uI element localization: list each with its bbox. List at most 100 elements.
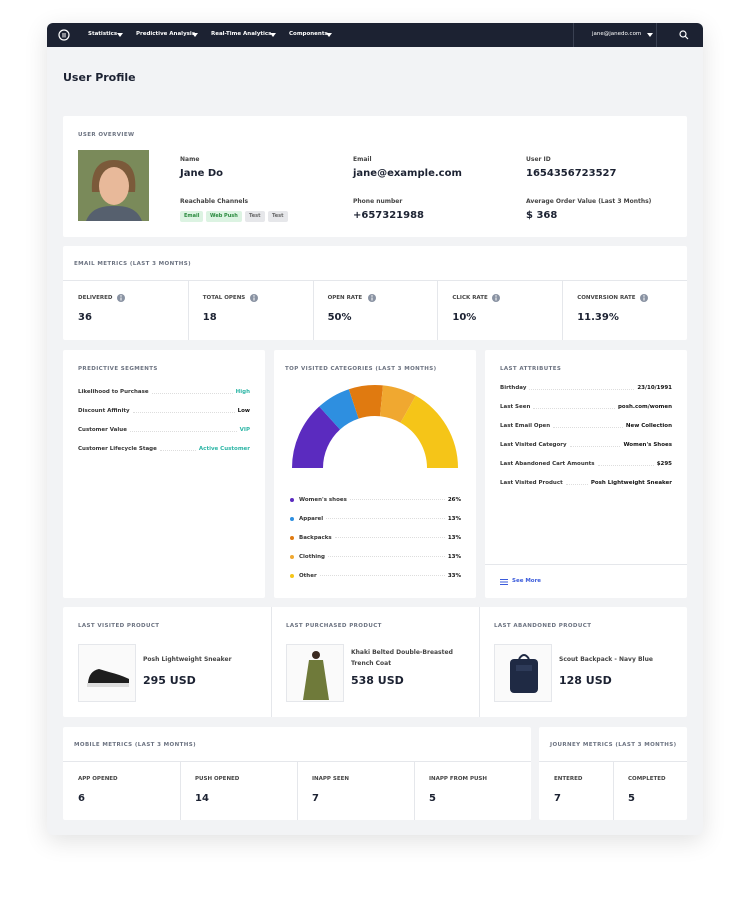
dotted-leader: [349, 499, 445, 500]
section-title: LAST ABANDONED PRODUCT: [494, 623, 592, 629]
metric-value: 18: [202, 312, 217, 323]
info-icon: [640, 294, 649, 302]
avatar: [78, 150, 149, 221]
nav-item[interactable]: Components: [289, 31, 328, 37]
info-icon: [492, 294, 501, 302]
metric-label: TOTAL OPENS: [202, 295, 246, 301]
donut-segment: [292, 406, 341, 468]
attribute-row: Discount Affinity Low: [78, 408, 250, 414]
backpack-body: [510, 659, 538, 693]
metric-label: INAPP FROM PUSH: [429, 776, 487, 782]
page-title: User Profile: [63, 71, 136, 84]
caret-shape: [192, 33, 198, 37]
avatar-body: [86, 205, 142, 221]
metric-value: 5: [429, 793, 436, 804]
donut-segment: [319, 389, 359, 430]
nav-item[interactable]: Statistics: [88, 31, 118, 37]
donut-segment: [400, 395, 458, 468]
attribute-label: Last Visited Category: [500, 442, 567, 448]
list-icon: [500, 579, 508, 585]
top-categories-card: TOP VISITED CATEGORIES (LAST 3 MONTHS) Wo…: [274, 350, 476, 598]
product-price: 295 USD: [143, 674, 196, 687]
sneaker-upper: [88, 669, 129, 683]
legend-label: Women's shoes: [299, 497, 347, 503]
nav-user[interactable]: jane@janedo.com: [592, 31, 642, 37]
section-title: TOP VISITED CATEGORIES (LAST 3 MONTHS): [285, 366, 437, 372]
field-label: Reachable Channels: [180, 198, 249, 205]
info-icon: [117, 294, 125, 302]
legend-dot: [290, 517, 294, 521]
legend-label: Backpacks: [299, 535, 332, 541]
divider: [271, 607, 272, 717]
product-price: 128 USD: [559, 674, 612, 687]
legend-value: 33%: [447, 573, 461, 579]
product-image: [494, 644, 552, 702]
info-dot: [495, 295, 498, 297]
attribute-row: Customer Value VIP: [78, 427, 250, 433]
dotted-leader: [129, 431, 237, 432]
field-label: Name: [180, 156, 200, 163]
metric-value: 7: [312, 793, 319, 804]
legend-label: Apparel: [299, 516, 324, 522]
divider: [562, 280, 564, 340]
legend-row: Other 33%: [290, 573, 461, 579]
attribute-value: Posh Lightweight Sneaker: [590, 480, 672, 486]
donut-segment: [348, 385, 383, 419]
metric-value: 36: [78, 312, 92, 323]
metric-value: 11.39%: [577, 312, 619, 323]
model-head: [312, 651, 320, 659]
info-dot: [120, 295, 122, 297]
product-name: Khaki Belted Double-Breasted Trench Coat: [351, 649, 453, 667]
attribute-label: Likelihood to Purchase: [78, 389, 149, 395]
dotted-leader: [159, 450, 196, 451]
divider: [479, 607, 480, 717]
nav-item[interactable]: Predictive Analysis: [136, 31, 196, 37]
predictive-segments-card: PREDICTIVE SEGMENTS Likelihood to Purchas…: [63, 350, 265, 598]
caret-icon: [326, 33, 332, 37]
mobile-metrics-card: MOBILE METRICS (LAST 3 MONTHS) APP OPENED…: [63, 727, 531, 820]
section-title: EMAIL METRICS (LAST 3 MONTHS): [74, 261, 192, 267]
attribute-row: Last Visited Product Posh Lightweight Sne…: [500, 480, 672, 486]
attribute-value: Active Customer: [198, 446, 250, 452]
metric-value: 10%: [452, 312, 477, 323]
divider: [414, 761, 415, 820]
section-title: USER OVERVIEW: [78, 132, 135, 138]
attribute-value: Low: [237, 408, 250, 414]
dotted-leader: [553, 427, 623, 428]
legend-row: Women's shoes 26%: [290, 497, 461, 503]
attribute-label: Last Visited Product: [500, 480, 563, 486]
metric-label: PUSH OPENED: [195, 776, 240, 782]
see-more-link[interactable]: See More: [512, 578, 542, 584]
attribute-row: Last Visited Category Women's Shoes: [500, 442, 672, 448]
attribute-label: Last Seen: [500, 404, 531, 410]
section-title: MOBILE METRICS (LAST 3 MONTHS): [74, 742, 197, 748]
attribute-value: VIP: [239, 427, 250, 433]
channel-chip: Test: [245, 211, 265, 222]
section-title: JOURNEY METRICS (LAST 3 MONTHS): [550, 742, 677, 748]
caret-icon: [647, 33, 653, 37]
legend-label: Other: [299, 573, 317, 579]
legend-row: Apparel 13%: [290, 516, 461, 522]
dotted-leader: [132, 412, 235, 413]
nav-item[interactable]: Real-Time Analytics: [211, 31, 272, 37]
metric-label: ENTERED: [554, 776, 583, 782]
attribute-value: $295: [656, 461, 672, 467]
metric-label: OPEN RATE: [327, 295, 363, 301]
dotted-leader: [529, 389, 635, 390]
legend-dot: [290, 498, 294, 502]
caret-shape: [270, 33, 276, 37]
donut-segment: [379, 385, 416, 423]
divider: [180, 761, 181, 820]
search-icon[interactable]: [679, 30, 689, 40]
attribute-row: Last Email Open New Collection: [500, 423, 672, 429]
legend-dot: [290, 555, 294, 559]
divider: [297, 761, 298, 820]
legend-label: Clothing: [299, 554, 325, 560]
attribute-label: Customer Value: [78, 427, 127, 433]
divider: [613, 761, 614, 820]
legend-value: 13%: [447, 516, 461, 522]
dotted-leader: [569, 446, 621, 447]
metric-label: COMPLETED: [628, 776, 666, 782]
half-donut-chart: [292, 385, 458, 468]
nav-bar: Statistics Predictive Analysis Real-Time A…: [47, 23, 703, 47]
